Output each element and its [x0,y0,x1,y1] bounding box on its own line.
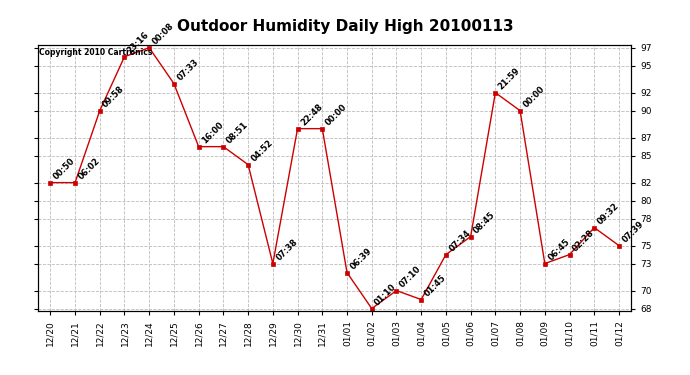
Text: 06:39: 06:39 [348,246,373,271]
Text: 08:51: 08:51 [225,120,250,145]
Text: 07:10: 07:10 [398,264,423,289]
Text: 02:28: 02:28 [571,228,596,253]
Text: 07:38: 07:38 [274,237,299,262]
Text: 23:16: 23:16 [126,30,151,55]
Text: 00:08: 00:08 [150,21,176,46]
Text: 07:39: 07:39 [620,219,645,244]
Text: 07:33: 07:33 [175,57,200,82]
Text: 09:32: 09:32 [595,201,621,226]
Text: 00:00: 00:00 [324,102,348,127]
Text: 21:59: 21:59 [497,66,522,91]
Text: Copyright 2010 Cartronics: Copyright 2010 Cartronics [39,48,152,57]
Text: 07:34: 07:34 [447,228,473,253]
Text: 01:45: 01:45 [422,273,448,298]
Text: 22:48: 22:48 [299,102,324,127]
Text: 08:45: 08:45 [472,210,497,235]
Text: 16:00: 16:00 [200,120,225,145]
Text: 04:52: 04:52 [250,138,275,163]
Text: 06:45: 06:45 [546,237,571,262]
Text: Outdoor Humidity Daily High 20100113: Outdoor Humidity Daily High 20100113 [177,19,513,34]
Text: 09:58: 09:58 [101,84,126,109]
Text: 01:10: 01:10 [373,282,398,307]
Text: 00:50: 00:50 [52,156,77,181]
Text: 00:00: 00:00 [522,84,546,109]
Text: 06:02: 06:02 [77,156,101,181]
